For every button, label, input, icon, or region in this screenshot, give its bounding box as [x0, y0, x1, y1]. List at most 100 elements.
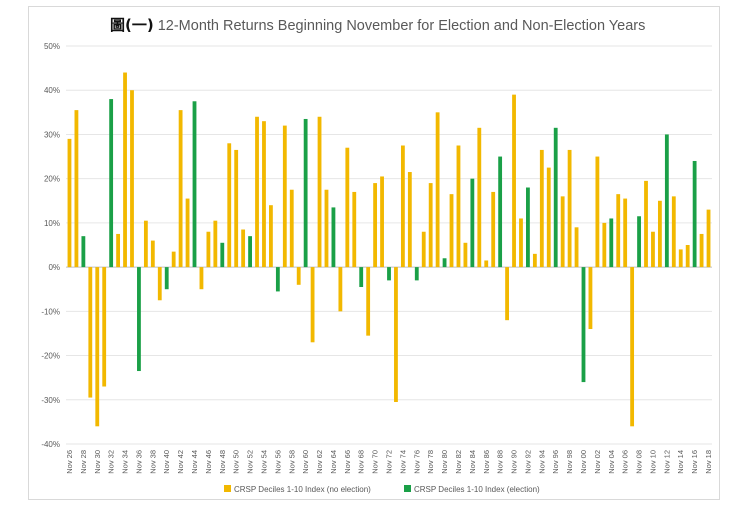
x-tick-label: Nov 58 — [287, 450, 296, 474]
bar-nov-13 — [671, 196, 676, 268]
x-tick-label: Nov 38 — [148, 450, 157, 474]
bar-nov-01 — [588, 267, 593, 330]
x-tick-label: Nov 74 — [398, 450, 407, 474]
x-tick-label: Nov 46 — [204, 450, 213, 474]
bar-nov-97 — [560, 196, 565, 268]
bar-nov-33 — [116, 233, 121, 268]
x-tick-label: Nov 44 — [190, 450, 199, 474]
x-tick-label: Nov 32 — [107, 450, 116, 474]
y-tick-label: 20% — [44, 175, 60, 184]
title-row: 圖(一) 12-Month Returns Beginning November … — [110, 14, 645, 35]
x-tick-label: Nov 92 — [523, 450, 532, 474]
x-tick-label: Nov 14 — [676, 450, 685, 474]
bar-nov-53 — [255, 116, 259, 268]
x-tick-label: Nov 04 — [607, 450, 616, 474]
bar-nov-99 — [574, 227, 579, 268]
bar-nov-54 — [262, 121, 266, 268]
bar-nov-91 — [519, 218, 523, 268]
x-tick-label: Nov 34 — [121, 450, 130, 474]
x-tick-label: Nov 08 — [635, 450, 644, 474]
bar-nov-07 — [630, 267, 635, 427]
y-tick-label: -40% — [41, 440, 60, 449]
bar-nov-79 — [435, 112, 440, 268]
bar-nov-52 — [248, 236, 252, 268]
bar-nov-12 — [664, 134, 669, 268]
bar-nov-49 — [227, 143, 232, 268]
bar-nov-47 — [213, 220, 218, 268]
bar-nov-39 — [157, 267, 162, 301]
bar-nov-29 — [88, 267, 93, 398]
bar-nov-56 — [275, 267, 280, 292]
y-tick-label: 30% — [44, 130, 60, 139]
x-tick-label: Nov 16 — [690, 450, 699, 474]
bar-nov-63 — [324, 189, 329, 268]
bar-nov-30 — [95, 267, 100, 427]
x-tick-label: Nov 78 — [426, 450, 435, 474]
bar-nov-94 — [539, 149, 544, 268]
x-tick-label: Nov 66 — [343, 450, 352, 474]
bar-nov-71 — [380, 176, 384, 268]
bar-nov-46 — [206, 231, 211, 268]
bar-nov-72 — [387, 267, 391, 281]
bar-nov-92 — [526, 187, 530, 268]
bar-nov-37 — [143, 220, 148, 268]
bar-nov-08 — [637, 216, 641, 268]
x-tick-label: Nov 64 — [329, 450, 338, 474]
bar-nov-85 — [477, 127, 482, 268]
bar-nov-45 — [199, 267, 204, 290]
x-axis-ticks: Nov 26 Nov 28 Nov 30 Nov 32 Nov 34 Nov 36 Nov … — [65, 450, 713, 474]
bar-nov-42 — [178, 110, 183, 268]
bar-nov-80 — [442, 258, 447, 268]
y-tick-label: 10% — [44, 219, 60, 228]
y-tick-label: -20% — [41, 352, 60, 361]
bar-nov-96 — [553, 127, 558, 268]
x-tick-label: Nov 48 — [218, 450, 227, 474]
bar-nov-59 — [296, 267, 301, 285]
legend-label: CRSP Deciles 1-10 Index (election) — [414, 485, 540, 494]
bar-nov-51 — [241, 229, 246, 268]
bar-nov-17 — [699, 233, 704, 268]
x-tick-label: Nov 52 — [246, 450, 255, 474]
x-tick-label: Nov 94 — [537, 450, 546, 474]
bar-nov-84 — [470, 178, 475, 268]
bars — [67, 72, 711, 427]
bar-nov-86 — [484, 260, 489, 268]
y-tick-label: -30% — [41, 396, 60, 405]
x-tick-label: Nov 72 — [385, 450, 394, 474]
bar-nov-48 — [220, 242, 225, 268]
bar-nov-03 — [602, 222, 607, 268]
x-tick-label: Nov 36 — [134, 450, 143, 474]
x-tick-label: Nov 10 — [648, 450, 657, 474]
bar-nov-44 — [192, 101, 197, 268]
bar-nov-26 — [67, 138, 72, 268]
bar-nov-28 — [81, 236, 86, 268]
x-tick-label: Nov 56 — [273, 450, 282, 474]
x-tick-label: Nov 30 — [93, 450, 102, 474]
bar-nov-40 — [164, 267, 169, 290]
legend-swatch — [404, 485, 411, 492]
bar-nov-73 — [394, 267, 398, 402]
x-tick-label: Nov 42 — [176, 450, 185, 474]
bar-nov-43 — [185, 198, 190, 268]
bar-nov-18 — [706, 209, 711, 268]
legend-swatch — [224, 485, 231, 492]
x-tick-label: Nov 02 — [593, 450, 602, 474]
bar-nov-61 — [310, 267, 315, 343]
bar-nov-66 — [345, 147, 350, 268]
bar-nov-93 — [532, 253, 537, 268]
bar-nov-27 — [74, 110, 79, 268]
x-tick-label: Nov 54 — [259, 450, 268, 474]
bar-nov-69 — [366, 267, 371, 336]
x-tick-label: Nov 26 — [65, 450, 74, 474]
y-tick-label: 0% — [48, 263, 60, 272]
x-tick-label: Nov 70 — [371, 450, 380, 474]
bar-nov-57 — [282, 125, 287, 268]
chart-title: 12-Month Returns Beginning November for … — [157, 18, 646, 34]
x-tick-label: Nov 28 — [79, 450, 88, 474]
bar-nov-95 — [546, 167, 551, 268]
y-tick-label: 40% — [44, 86, 60, 95]
bar-nov-34 — [123, 72, 127, 268]
bar-nov-78 — [428, 183, 433, 268]
x-tick-label: Nov 06 — [621, 450, 630, 474]
x-tick-label: Nov 88 — [496, 450, 505, 474]
